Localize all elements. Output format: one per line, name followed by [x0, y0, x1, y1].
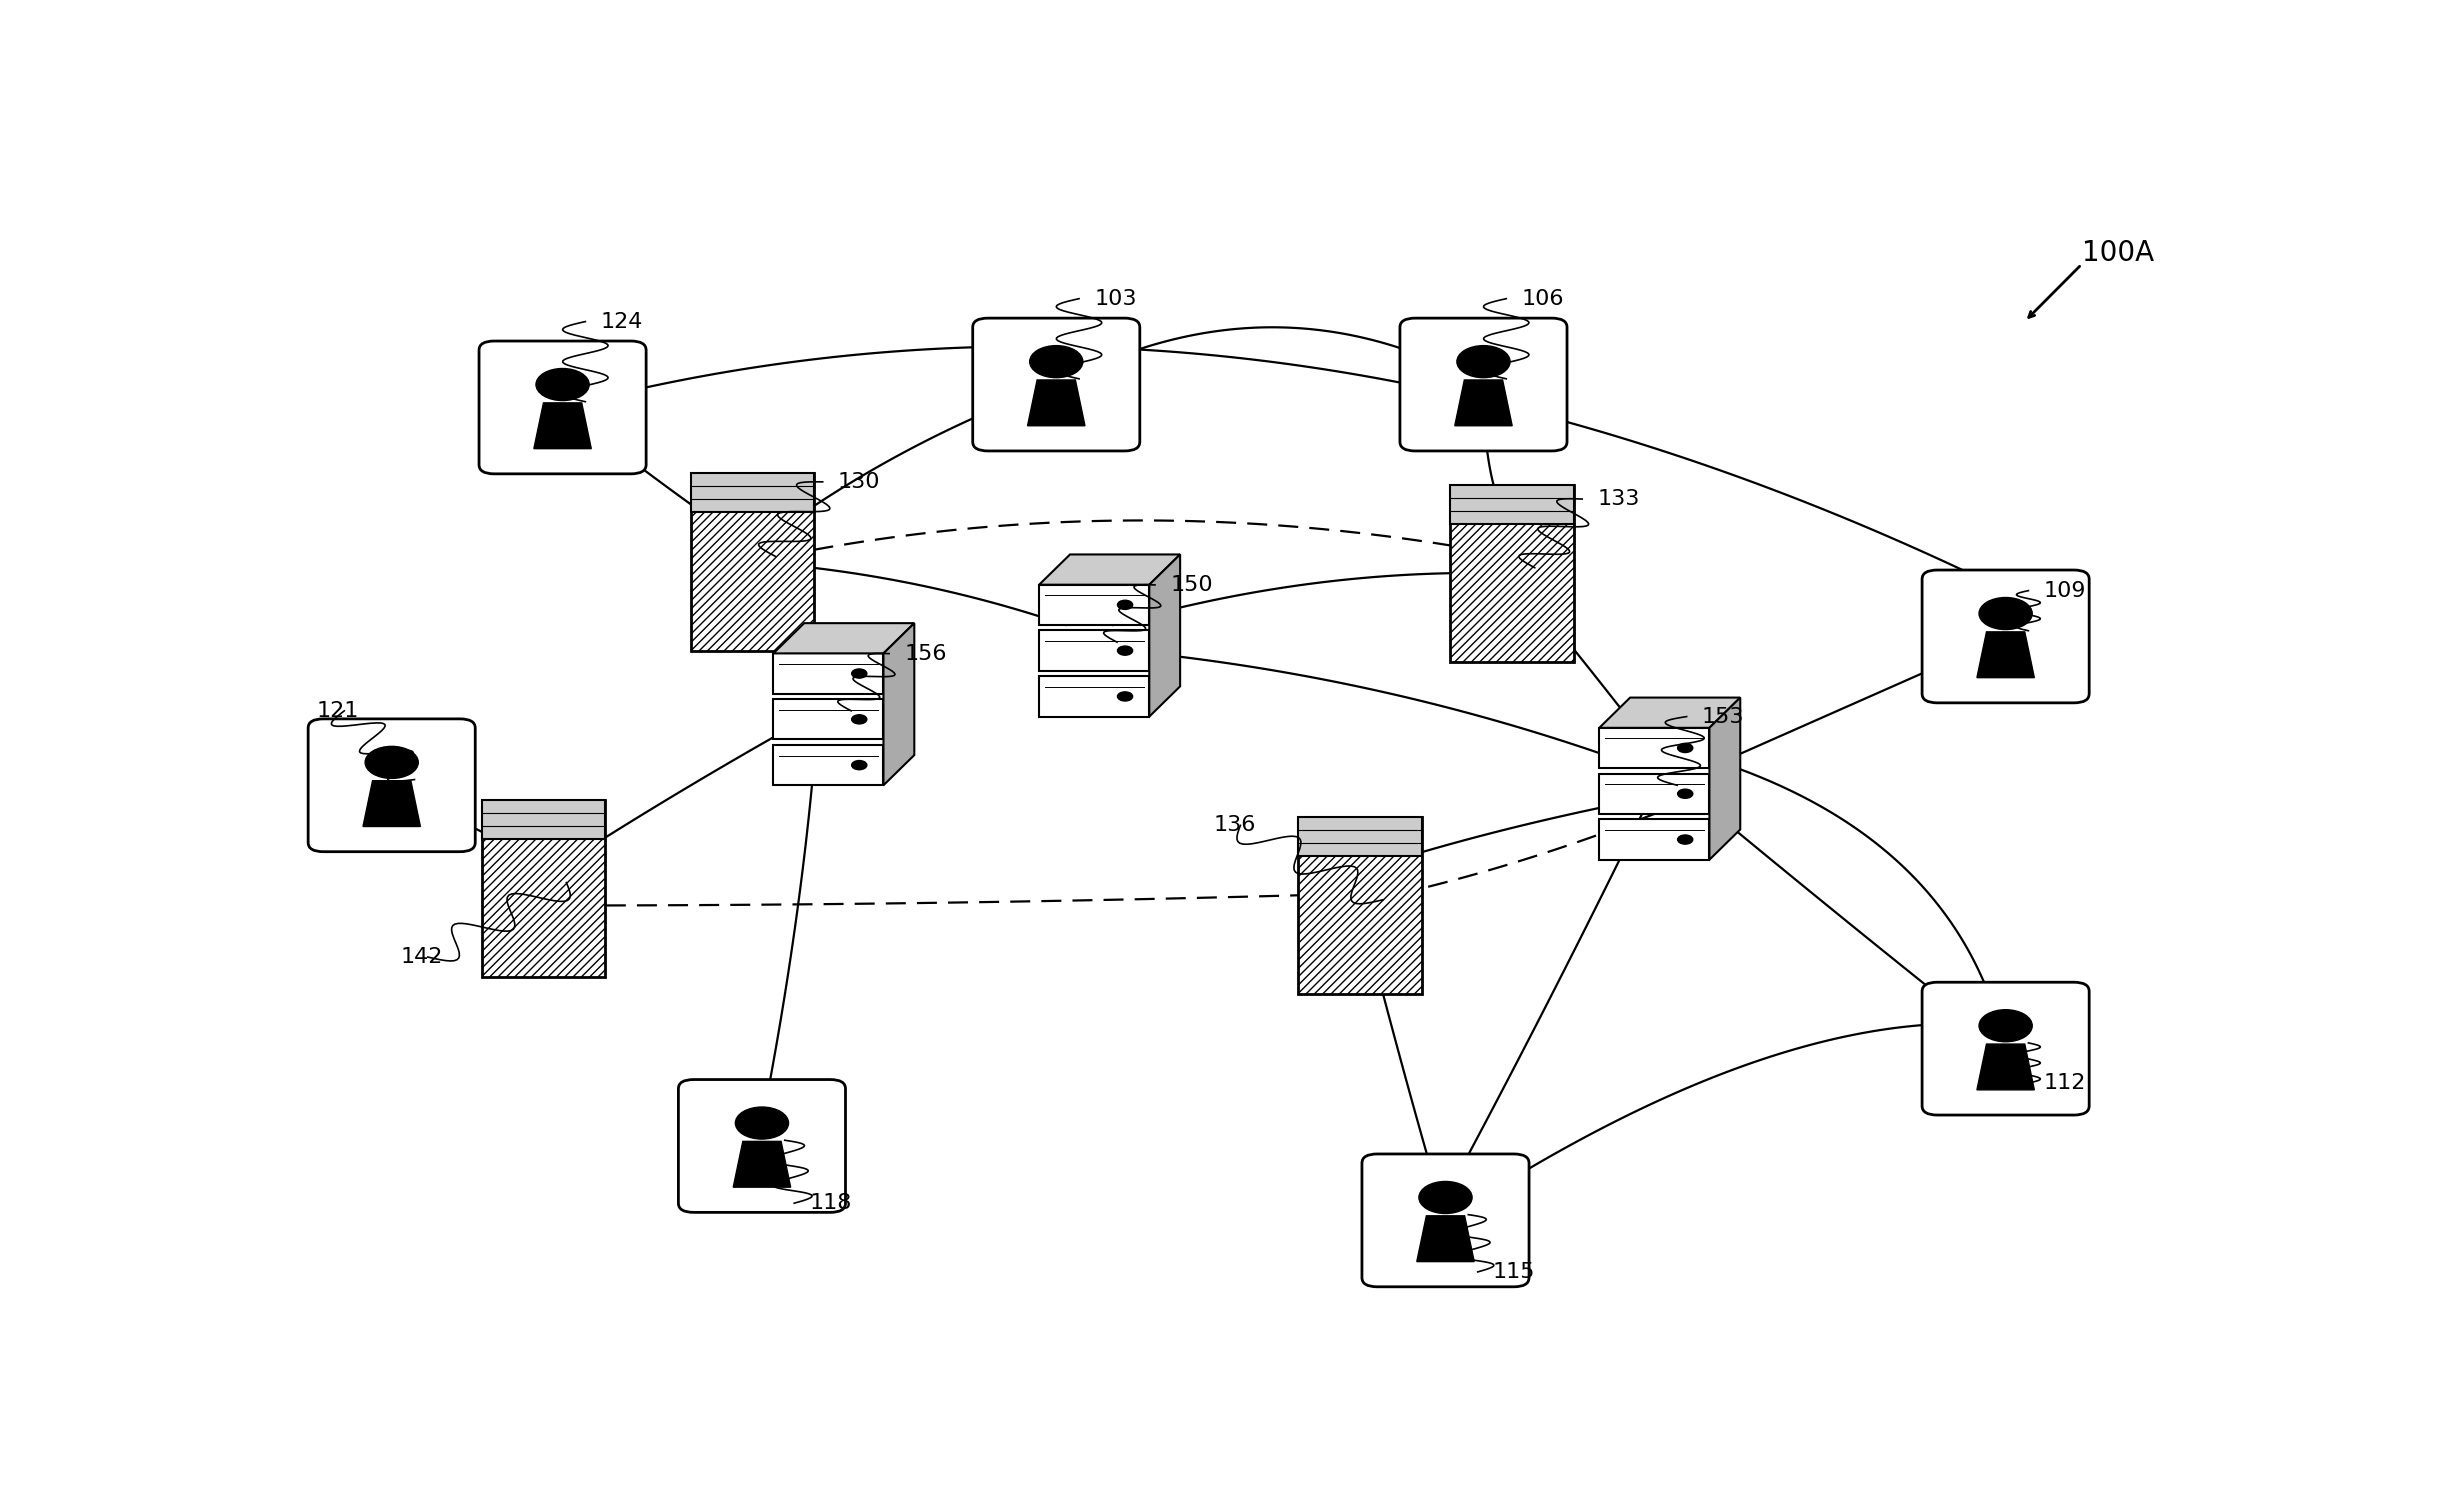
Circle shape [537, 369, 588, 400]
Circle shape [1117, 645, 1132, 656]
Text: 115: 115 [1492, 1262, 1536, 1282]
FancyBboxPatch shape [309, 718, 475, 852]
Polygon shape [774, 653, 884, 693]
Polygon shape [1600, 819, 1710, 859]
FancyBboxPatch shape [1362, 1154, 1529, 1286]
FancyBboxPatch shape [1923, 570, 2090, 703]
Polygon shape [1710, 697, 1740, 859]
Circle shape [853, 760, 867, 770]
Circle shape [853, 715, 867, 724]
Polygon shape [1039, 584, 1149, 625]
Text: 133: 133 [1597, 489, 1639, 509]
Bar [1298, 816, 1421, 995]
Text: 153: 153 [1703, 706, 1744, 727]
Circle shape [853, 669, 867, 678]
Circle shape [1980, 1010, 2031, 1042]
Text: 124: 124 [600, 312, 642, 332]
Circle shape [1029, 345, 1083, 378]
Bar [483, 800, 605, 839]
Circle shape [1458, 345, 1509, 378]
Polygon shape [774, 699, 884, 739]
Text: 103: 103 [1095, 288, 1137, 309]
Text: 112: 112 [2043, 1074, 2085, 1093]
Polygon shape [1027, 381, 1085, 425]
Text: 106: 106 [1521, 288, 1563, 309]
Circle shape [365, 746, 419, 778]
Circle shape [1678, 836, 1693, 845]
Bar [691, 473, 813, 651]
Circle shape [1678, 790, 1693, 799]
Circle shape [735, 1106, 789, 1139]
Polygon shape [1600, 697, 1740, 727]
Text: 100A: 100A [2082, 239, 2154, 266]
Polygon shape [1039, 630, 1149, 671]
Circle shape [1419, 1182, 1472, 1213]
Polygon shape [363, 781, 421, 827]
Polygon shape [1416, 1216, 1475, 1261]
Polygon shape [1149, 555, 1181, 717]
Circle shape [1117, 601, 1132, 610]
Bar [1450, 485, 1573, 523]
Polygon shape [1977, 1044, 2033, 1090]
Circle shape [1678, 744, 1693, 752]
FancyBboxPatch shape [1399, 318, 1568, 451]
Text: 150: 150 [1171, 575, 1213, 595]
Bar [691, 473, 813, 513]
Circle shape [1980, 598, 2031, 629]
Bar [1450, 485, 1573, 662]
Text: 156: 156 [904, 644, 946, 663]
Text: 142: 142 [402, 947, 443, 967]
Polygon shape [774, 623, 914, 653]
Bar [1298, 816, 1421, 857]
Text: 109: 109 [2043, 580, 2085, 601]
Polygon shape [1977, 632, 2033, 678]
Text: 121: 121 [316, 700, 360, 721]
Polygon shape [733, 1142, 791, 1187]
Text: 118: 118 [808, 1193, 853, 1213]
Polygon shape [1455, 381, 1512, 425]
Polygon shape [1039, 677, 1149, 717]
FancyBboxPatch shape [1923, 983, 2090, 1115]
Text: 136: 136 [1213, 815, 1257, 836]
FancyBboxPatch shape [973, 318, 1139, 451]
Polygon shape [1039, 555, 1181, 584]
Circle shape [1117, 691, 1132, 700]
Polygon shape [534, 403, 590, 449]
Polygon shape [884, 623, 914, 785]
FancyBboxPatch shape [480, 341, 647, 474]
Polygon shape [774, 745, 884, 785]
Polygon shape [1600, 773, 1710, 813]
Polygon shape [1600, 727, 1710, 769]
Text: 130: 130 [838, 471, 880, 492]
FancyBboxPatch shape [679, 1080, 845, 1212]
Bar [483, 800, 605, 977]
